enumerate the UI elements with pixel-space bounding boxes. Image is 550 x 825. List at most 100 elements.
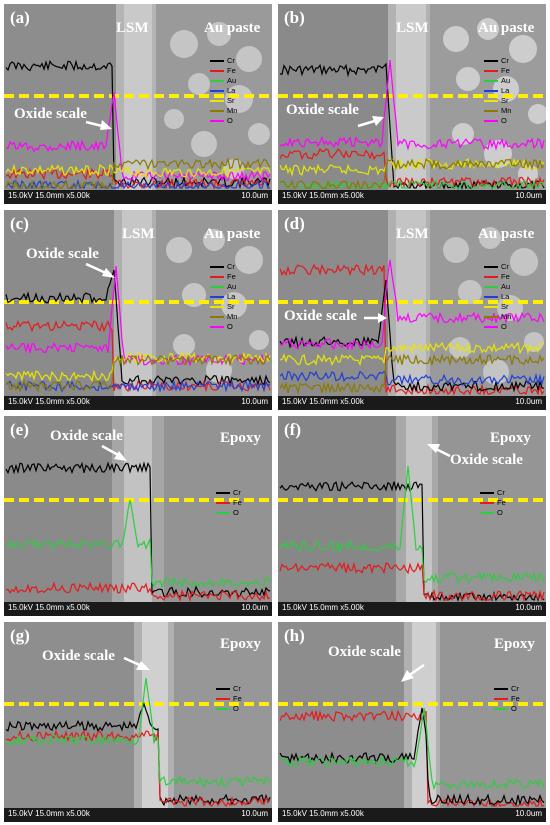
legend: Cr Fe Au La Sr Mn O (484, 262, 511, 332)
legend-swatch (484, 306, 498, 308)
panel-g: (g) Oxide scale Epoxy Cr Fe O 15.0kV 15.0m… (4, 622, 272, 822)
legend-swatch (216, 512, 230, 514)
panel-label: (h) (284, 626, 305, 645)
epoxy-label: Epoxy (220, 636, 261, 652)
panel-b: (b) LSM Au paste Oxide scale Cr Fe Au La Sr M… (278, 4, 546, 204)
legend-label: Cr (501, 262, 509, 271)
legend-swatch (484, 266, 498, 268)
arrow-icon (427, 444, 451, 458)
sem-background (4, 416, 272, 616)
arrow-icon (123, 656, 150, 670)
legend-label: O (233, 508, 239, 517)
oxide-scale-label: Oxide scale (50, 428, 123, 444)
legend-label: La (501, 292, 510, 301)
legend-item: Fe (210, 66, 237, 76)
sem-info-bar: 15.0kV 15.0mm x5.00k 10.0um (4, 190, 272, 204)
linescan-trace (5, 729, 271, 808)
linescan-trace (279, 709, 545, 808)
legend-label: La (227, 86, 236, 95)
linescan-trace (279, 62, 545, 191)
linescan-trace (5, 59, 271, 190)
legend-swatch (484, 60, 498, 62)
legend-item: Cr (480, 488, 506, 498)
legend-label: Fe (511, 694, 520, 703)
legend-swatch (210, 70, 224, 72)
legend-item: O (216, 704, 242, 714)
legend-item: Mn (484, 312, 511, 322)
au-paste-label: Au paste (478, 226, 535, 242)
legend-swatch (210, 316, 224, 318)
lsm-label: LSM (396, 226, 429, 242)
sem-info-bar: 15.0kV 15.0mm x5.00k 10.0um (278, 808, 546, 822)
linescan-trace (5, 163, 271, 179)
linescan-plot (4, 461, 272, 603)
scale-length: 10.0um (241, 397, 268, 406)
legend: Cr Fe O (216, 684, 242, 714)
epoxy-label: Epoxy (494, 636, 535, 652)
linescan-plot (278, 59, 546, 191)
legend-item: Cr (494, 684, 520, 694)
legend-label: Fe (497, 498, 506, 507)
legend-item: O (210, 116, 237, 126)
panel-label: (e) (10, 420, 29, 439)
legend-label: Mn (227, 106, 238, 115)
linescan-plot (278, 259, 546, 397)
legend-swatch (210, 296, 224, 298)
oxide-scale-label: Oxide scale (328, 644, 401, 660)
lsm-label: LSM (396, 20, 429, 36)
linescan-trace (279, 480, 545, 602)
scale-length: 10.0um (515, 191, 542, 200)
legend-label: Mn (501, 312, 512, 321)
sem-parameters: 15.0kV 15.0mm x5.00k (282, 603, 364, 612)
legend-item: Sr (484, 302, 511, 312)
legend-item: La (484, 292, 511, 302)
sem-parameters: 15.0kV 15.0mm x5.00k (282, 191, 364, 200)
sem-parameters: 15.0kV 15.0mm x5.00k (282, 397, 364, 406)
linescan-trace (279, 179, 545, 190)
oxide-scale-label: Oxide scale (42, 648, 115, 664)
legend-item: Cr (210, 262, 237, 272)
legend-item: Mn (484, 106, 511, 116)
legend-swatch (484, 326, 498, 328)
legend-item: Cr (216, 684, 242, 694)
scale-length: 10.0um (515, 397, 542, 406)
legend-label: Sr (501, 302, 509, 311)
legend-item: Au (210, 76, 237, 86)
legend-swatch (494, 708, 508, 710)
legend: Cr Fe O (494, 684, 520, 714)
linescan-trace (5, 461, 271, 598)
oxide-scale-label: Oxide scale (284, 308, 357, 324)
sem-info-bar: 15.0kV 15.0mm x5.00k 10.0um (278, 396, 546, 410)
legend-item: Fe (210, 272, 237, 282)
legend-swatch (484, 120, 498, 122)
legend-label: O (227, 322, 233, 331)
legend-item: Cr (216, 488, 242, 498)
sem-parameters: 15.0kV 15.0mm x5.00k (8, 809, 90, 818)
arrow-icon (85, 262, 115, 278)
legend-item: O (484, 322, 511, 332)
linescan-trace (279, 147, 545, 190)
sem-background (278, 622, 546, 822)
epoxy-label: Epoxy (220, 430, 261, 446)
linescan-plot (4, 265, 272, 393)
legend-item: Cr (484, 262, 511, 272)
scale-length: 10.0um (241, 191, 268, 200)
legend: Cr Fe Au La Sr Mn O (210, 56, 237, 126)
legend-item: La (210, 292, 237, 302)
linescan-trace (5, 320, 271, 393)
legend-swatch (210, 100, 224, 102)
linescan-trace (5, 581, 271, 603)
linescan-trace (279, 279, 545, 393)
legend-swatch (484, 296, 498, 298)
sem-info-bar: 15.0kV 15.0mm x5.00k 10.0um (278, 190, 546, 204)
linescan-plot (4, 59, 272, 191)
legend-item: Sr (210, 96, 237, 106)
au-paste-label: Au paste (204, 20, 261, 36)
legend-label: O (501, 116, 507, 125)
au-paste-label: Au paste (478, 20, 535, 36)
legend-swatch (216, 502, 230, 504)
legend-label: La (227, 292, 236, 301)
legend-swatch (210, 110, 224, 112)
legend-item: O (216, 508, 242, 518)
legend-item: Sr (484, 96, 511, 106)
